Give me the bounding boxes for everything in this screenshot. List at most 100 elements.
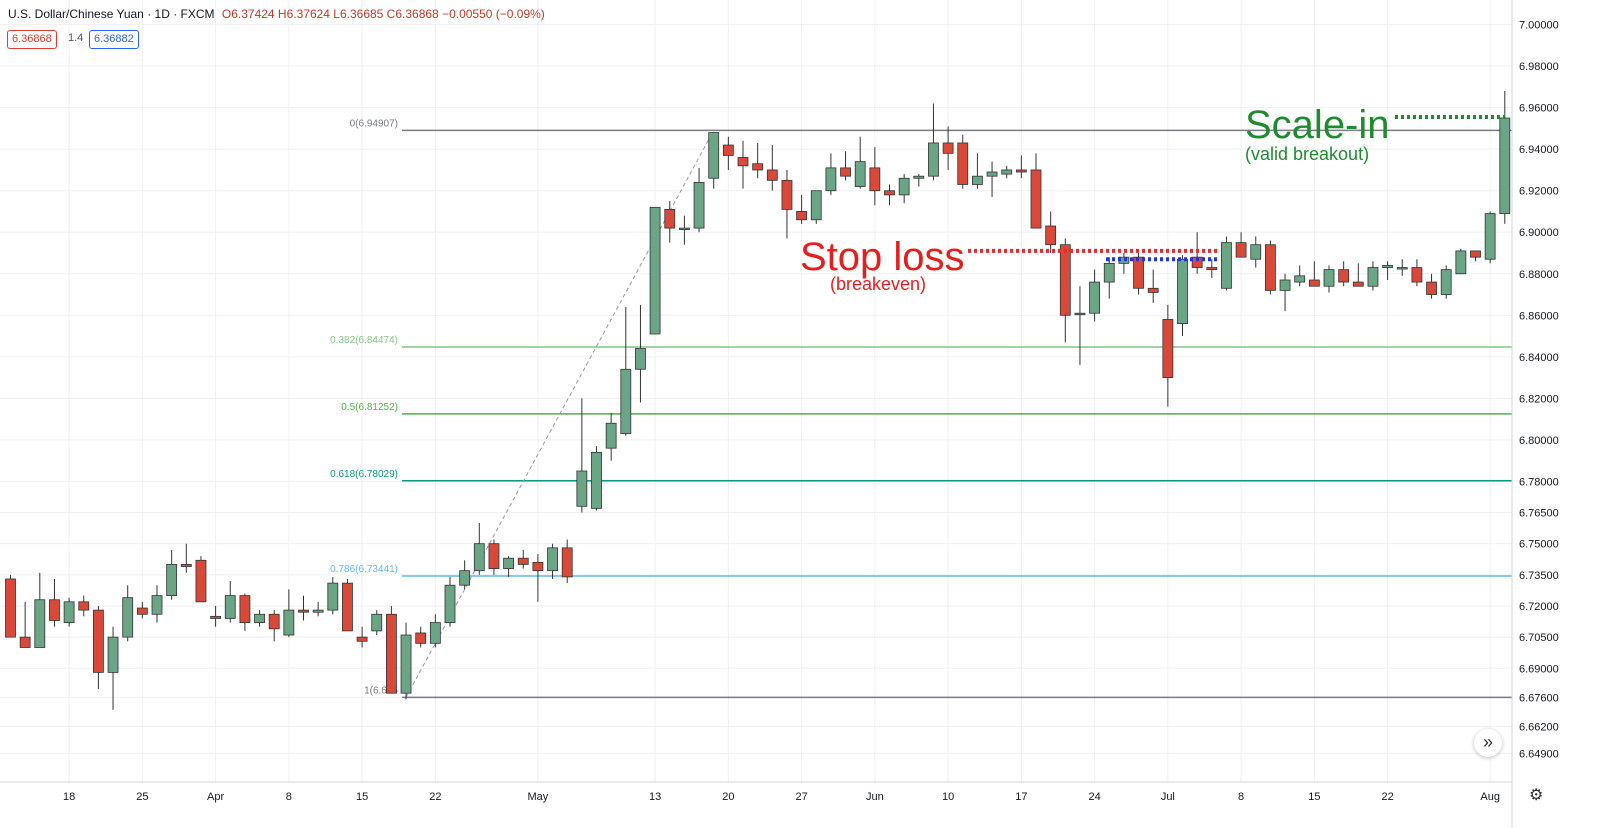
candle-body [122, 597, 134, 638]
candle-body [1323, 269, 1335, 287]
candle-body [1015, 169, 1027, 173]
time-tick-label: 15 [1308, 791, 1320, 803]
candle-body [942, 142, 954, 154]
fib-label: 0(6.94907) [350, 118, 398, 129]
candle-body [1177, 258, 1188, 324]
candle-body [1338, 269, 1350, 283]
price-axis-bg [1512, 0, 1609, 828]
time-tick-label: 20 [722, 791, 734, 803]
candle-body [737, 157, 749, 167]
candle-body [722, 144, 734, 156]
price-tick-label: 6.84000 [1519, 352, 1559, 364]
bid-price-button[interactable]: 6.36868 [7, 30, 57, 49]
candle-body [254, 613, 265, 623]
fib-label: 0.382(6.84474) [330, 335, 398, 346]
scroll-to-realtime-button[interactable]: » [1474, 729, 1502, 757]
candle-body [93, 609, 104, 673]
candle-body [693, 182, 705, 229]
candle-body [327, 582, 339, 611]
time-tick-label: Aug [1480, 791, 1500, 803]
time-tick-label: 15 [356, 791, 368, 803]
candle-body [854, 161, 866, 187]
price-tick-label: 6.64900 [1519, 748, 1559, 760]
price-tick-label: 6.73500 [1519, 570, 1559, 582]
candle-body [664, 209, 676, 229]
time-tick-label: Apr [207, 791, 224, 803]
candle-body [913, 175, 925, 179]
price-tick-label: 6.88000 [1519, 269, 1559, 281]
candle-body [532, 561, 544, 572]
candle-body [19, 636, 31, 648]
candle-body [195, 559, 207, 603]
price-tick-label: 6.96000 [1519, 103, 1559, 115]
time-tick-label: 25 [136, 791, 148, 803]
ask-price-button[interactable]: 6.36882 [89, 30, 139, 49]
candle-body [796, 211, 807, 221]
candle-body [210, 615, 222, 619]
candle-series [5, 66, 1525, 710]
candle-body [1074, 312, 1086, 316]
time-tick-label: Jun [866, 791, 884, 803]
candle-body [825, 167, 837, 192]
candle-body [1367, 267, 1379, 287]
time-tick-label: 27 [795, 791, 807, 803]
price-tick-label: 6.66200 [1519, 721, 1559, 733]
candle-body [444, 584, 456, 623]
time-axis[interactable]: 18 25 Apr 8 15 22 May 13 20 27 Jun 10 17 24 Jul 8 15 22 Au… [0, 781, 1512, 803]
candle-body [415, 632, 427, 644]
candle-body [1411, 267, 1423, 283]
fib-label: 1(6.675 [364, 685, 398, 696]
candle-body [517, 557, 529, 565]
price-tick-label: 6.98000 [1519, 61, 1559, 73]
candle-body [591, 451, 602, 509]
price-tick-label: 6.94000 [1519, 144, 1559, 156]
candle-body [503, 557, 515, 569]
candle-body [371, 613, 383, 632]
candle-body [1382, 265, 1393, 268]
price-tick-label: 6.80000 [1519, 435, 1559, 447]
candle-body [884, 190, 895, 196]
candle-body [547, 547, 558, 572]
time-tick-label: 24 [1088, 791, 1100, 803]
scale-in-sublabel: (valid breakout) [1245, 144, 1369, 164]
annotations: Stop loss(breakeven) Scale-in(valid break… [800, 103, 1505, 294]
candle-body [1103, 262, 1115, 283]
time-tick-label: 13 [649, 791, 661, 803]
time-tick-label: 17 [1015, 791, 1027, 803]
price-tick-label: 6.76500 [1519, 508, 1559, 520]
candle-body [429, 622, 441, 644]
candle-body [1499, 117, 1511, 214]
candle-body [576, 470, 588, 507]
candle-body [1030, 169, 1042, 229]
settings-gear-icon[interactable]: ⚙ [1529, 787, 1544, 804]
candle-body [473, 543, 485, 572]
time-tick-label: 10 [942, 791, 954, 803]
candle-body [400, 634, 412, 694]
candle-body [1455, 250, 1467, 275]
candle-body [385, 613, 397, 694]
candle-body [5, 578, 16, 638]
candle-body [1235, 242, 1247, 258]
candle-body [298, 609, 309, 613]
time-tick-label: 18 [63, 791, 75, 803]
candle-body [605, 422, 617, 449]
candle-body [1294, 275, 1306, 283]
candle-body [224, 595, 236, 619]
candle-body [1426, 281, 1437, 295]
candle-body [166, 564, 178, 596]
fibonacci-levels: 0(6.94907) 0.382(6.84474) 0.5(6.81252) 0.61… [330, 118, 1512, 699]
price-tick-label: 6.92000 [1519, 186, 1559, 198]
price-tick-label: 6.75000 [1519, 539, 1559, 551]
candle-body [107, 636, 119, 673]
candle-body [342, 582, 353, 632]
price-axis[interactable]: 7.00000 6.98000 6.96000 6.94000 6.92000 6.900… [1511, 0, 1609, 828]
price-tick-label: 6.69000 [1519, 663, 1559, 675]
candle-body [869, 167, 881, 192]
candle-body [561, 547, 573, 578]
candle-body [1279, 279, 1291, 291]
candle-body [268, 613, 280, 630]
scale-in-label: Scale-in [1245, 103, 1390, 147]
fib-trend-line [405, 130, 715, 698]
candle-body [810, 190, 822, 221]
